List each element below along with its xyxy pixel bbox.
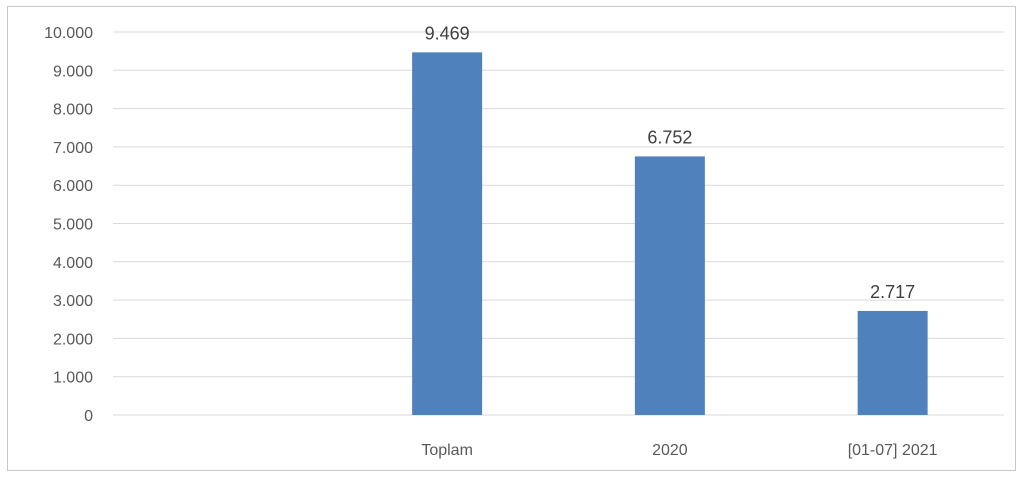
y-tick-label: 10.000 (44, 25, 93, 42)
y-tick-label: 1.000 (53, 370, 93, 387)
data-labels: 9.469 6.752 2.717 (425, 23, 916, 302)
x-tick-label: Toplam (421, 442, 473, 459)
data-label: 2.717 (870, 282, 915, 302)
bar (857, 310, 928, 415)
x-tick-label: [01-07] 2021 (848, 442, 938, 459)
bar (634, 156, 705, 415)
y-axis-ticks: 0 1.000 2.000 3.000 4.000 5.000 6.000 7.000 8.00… (44, 25, 93, 425)
bars (412, 52, 928, 415)
x-tick-label: 2020 (652, 442, 688, 459)
y-tick-label: 2.000 (53, 331, 93, 348)
y-tick-label: 4.000 (53, 255, 93, 272)
y-tick-label: 7.000 (53, 140, 93, 157)
y-tick-label: 0 (84, 408, 93, 425)
y-tick-label: 5.000 (53, 217, 93, 234)
data-label: 9.469 (425, 23, 470, 43)
bar (412, 52, 483, 415)
x-axis-ticks: Toplam 2020 [01-07] 2021 (421, 442, 937, 459)
y-tick-label: 3.000 (53, 293, 93, 310)
y-tick-label: 8.000 (53, 102, 93, 119)
y-tick-label: 6.000 (53, 178, 93, 195)
y-tick-label: 9.000 (53, 63, 93, 80)
data-label: 6.752 (647, 127, 692, 147)
gridlines (113, 31, 1004, 416)
chart-frame (7, 6, 1016, 471)
